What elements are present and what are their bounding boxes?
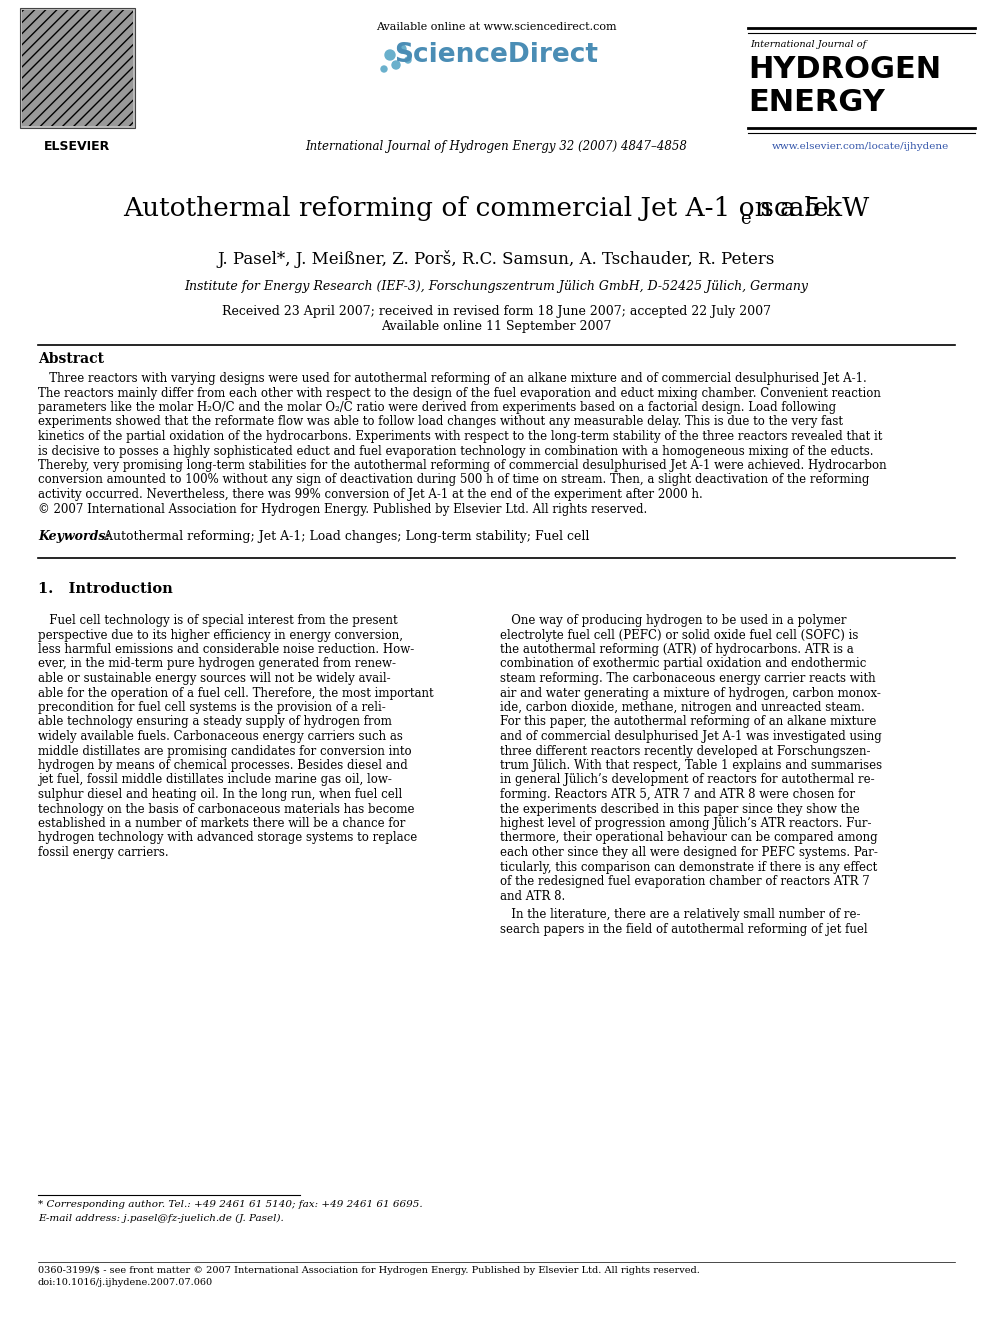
Text: middle distillates are promising candidates for conversion into: middle distillates are promising candida…	[38, 745, 412, 758]
Text: technology on the basis of carbonaceous materials has become: technology on the basis of carbonaceous …	[38, 803, 415, 815]
Text: Available online 11 September 2007: Available online 11 September 2007	[381, 320, 611, 333]
Text: forming. Reactors ATR 5, ATR 7 and ATR 8 were chosen for: forming. Reactors ATR 5, ATR 7 and ATR 8…	[500, 789, 855, 800]
Circle shape	[405, 57, 411, 64]
FancyBboxPatch shape	[22, 11, 133, 126]
Text: highest level of progression among Jülich’s ATR reactors. Fur-: highest level of progression among Jülic…	[500, 818, 872, 830]
Text: each other since they all were designed for PEFC systems. Par-: each other since they all were designed …	[500, 845, 878, 859]
Text: ever, in the mid-term pure hydrogen generated from renew-: ever, in the mid-term pure hydrogen gene…	[38, 658, 396, 671]
Text: sulphur diesel and heating oil. In the long run, when fuel cell: sulphur diesel and heating oil. In the l…	[38, 789, 402, 800]
Text: and of commercial desulphurised Jet A-1 was investigated using: and of commercial desulphurised Jet A-1 …	[500, 730, 882, 744]
Text: Autothermal reforming; Jet A-1; Load changes; Long-term stability; Fuel cell: Autothermal reforming; Jet A-1; Load cha…	[100, 531, 589, 542]
Text: perspective due to its higher efficiency in energy conversion,: perspective due to its higher efficiency…	[38, 628, 403, 642]
Text: three different reactors recently developed at Forschungszen-: three different reactors recently develo…	[500, 745, 871, 758]
Text: 0360-3199/$ - see front matter © 2007 International Association for Hydrogen Ene: 0360-3199/$ - see front matter © 2007 In…	[38, 1266, 700, 1275]
Text: One way of producing hydrogen to be used in a polymer: One way of producing hydrogen to be used…	[500, 614, 846, 627]
Text: search papers in the field of autothermal reforming of jet fuel: search papers in the field of autotherma…	[500, 923, 868, 935]
Text: scale: scale	[752, 196, 828, 221]
Text: is decisive to posses a highly sophisticated educt and fuel evaporation technolo: is decisive to posses a highly sophistic…	[38, 445, 874, 458]
Text: electrolyte fuel cell (PEFC) or solid oxide fuel cell (SOFC) is: electrolyte fuel cell (PEFC) or solid ox…	[500, 628, 858, 642]
Text: E-mail address: j.pasel@fz-juelich.de (J. Pasel).: E-mail address: j.pasel@fz-juelich.de (J…	[38, 1215, 284, 1224]
Circle shape	[392, 61, 400, 69]
Text: Abstract: Abstract	[38, 352, 104, 366]
Text: trum Jülich. With that respect, Table 1 explains and summarises: trum Jülich. With that respect, Table 1 …	[500, 759, 882, 773]
Text: activity occurred. Nevertheless, there was 99% conversion of Jet A-1 at the end : activity occurred. Nevertheless, there w…	[38, 488, 702, 501]
Text: and ATR 8.: and ATR 8.	[500, 889, 565, 902]
Text: The reactors mainly differ from each other with respect to the design of the fue: The reactors mainly differ from each oth…	[38, 386, 881, 400]
Text: established in a number of markets there will be a chance for: established in a number of markets there…	[38, 818, 406, 830]
Text: For this paper, the autothermal reforming of an alkane mixture: For this paper, the autothermal reformin…	[500, 716, 876, 729]
Text: jet fuel, fossil middle distillates include marine gas oil, low-: jet fuel, fossil middle distillates incl…	[38, 774, 392, 786]
Text: In the literature, there are a relatively small number of re-: In the literature, there are a relativel…	[500, 909, 860, 921]
Text: ScienceDirect: ScienceDirect	[394, 42, 598, 67]
Text: 1.   Introduction: 1. Introduction	[38, 582, 173, 595]
Text: ide, carbon dioxide, methane, nitrogen and unreacted steam.: ide, carbon dioxide, methane, nitrogen a…	[500, 701, 865, 714]
Text: e: e	[740, 210, 751, 228]
Circle shape	[381, 66, 387, 71]
Text: able or sustainable energy sources will not be widely avail-: able or sustainable energy sources will …	[38, 672, 391, 685]
Text: Fuel cell technology is of special interest from the present: Fuel cell technology is of special inter…	[38, 614, 398, 627]
Text: less harmful emissions and considerable noise reduction. How-: less harmful emissions and considerable …	[38, 643, 415, 656]
Text: the experiments described in this paper since they show the: the experiments described in this paper …	[500, 803, 860, 815]
Text: Received 23 April 2007; received in revised form 18 June 2007; accepted 22 July : Received 23 April 2007; received in revi…	[221, 306, 771, 318]
Circle shape	[385, 50, 395, 60]
Text: ticularly, this comparison can demonstrate if there is any effect: ticularly, this comparison can demonstra…	[500, 860, 877, 873]
Text: the autothermal reforming (ATR) of hydrocarbons. ATR is a: the autothermal reforming (ATR) of hydro…	[500, 643, 854, 656]
Text: thermore, their operational behaviour can be compared among: thermore, their operational behaviour ca…	[500, 831, 878, 844]
Text: precondition for fuel cell systems is the provision of a reli-: precondition for fuel cell systems is th…	[38, 701, 386, 714]
Text: J. Pasel*, J. Meißner, Z. Porš, R.C. Samsun, A. Tschauder, R. Peters: J. Pasel*, J. Meißner, Z. Porš, R.C. Sam…	[217, 250, 775, 269]
Text: doi:10.1016/j.ijhydene.2007.07.060: doi:10.1016/j.ijhydene.2007.07.060	[38, 1278, 213, 1287]
Circle shape	[398, 45, 406, 53]
Text: Institute for Energy Research (IEF-3), Forschungszentrum Jülich GmbH, D-52425 Jü: Institute for Energy Research (IEF-3), F…	[184, 280, 808, 292]
Text: Keywords:: Keywords:	[38, 531, 110, 542]
Text: Available online at www.sciencedirect.com: Available online at www.sciencedirect.co…	[376, 22, 616, 32]
FancyBboxPatch shape	[20, 8, 135, 128]
Text: Three reactors with varying designs were used for autothermal reforming of an al: Three reactors with varying designs were…	[38, 372, 867, 385]
Text: International Journal of: International Journal of	[750, 40, 866, 49]
Text: widely available fuels. Carbonaceous energy carriers such as: widely available fuels. Carbonaceous ene…	[38, 730, 403, 744]
Text: Thereby, very promising long-term stabilities for the autothermal reforming of c: Thereby, very promising long-term stabil…	[38, 459, 887, 472]
Text: able for the operation of a fuel cell. Therefore, the most important: able for the operation of a fuel cell. T…	[38, 687, 434, 700]
Text: conversion amounted to 100% without any sign of deactivation during 500 h of tim: conversion amounted to 100% without any …	[38, 474, 869, 487]
Text: able technology ensuring a steady supply of hydrogen from: able technology ensuring a steady supply…	[38, 716, 392, 729]
Text: air and water generating a mixture of hydrogen, carbon monox-: air and water generating a mixture of hy…	[500, 687, 881, 700]
Text: kinetics of the partial oxidation of the hydrocarbons. Experiments with respect : kinetics of the partial oxidation of the…	[38, 430, 882, 443]
Text: ELSEVIER: ELSEVIER	[44, 140, 110, 153]
Text: of the redesigned fuel evaporation chamber of reactors ATR 7: of the redesigned fuel evaporation chamb…	[500, 875, 870, 888]
Text: in general Jülich’s development of reactors for autothermal re-: in general Jülich’s development of react…	[500, 774, 875, 786]
Text: International Journal of Hydrogen Energy 32 (2007) 4847–4858: International Journal of Hydrogen Energy…	[306, 140, 686, 153]
Text: HYDROGEN: HYDROGEN	[748, 56, 941, 83]
Text: www.elsevier.com/locate/ijhydene: www.elsevier.com/locate/ijhydene	[772, 142, 948, 151]
Text: © 2007 International Association for Hydrogen Energy. Published by Elsevier Ltd.: © 2007 International Association for Hyd…	[38, 503, 647, 516]
Text: Autothermal reforming of commercial Jet A-1 on a 5 kW: Autothermal reforming of commercial Jet …	[123, 196, 869, 221]
Text: fossil energy carriers.: fossil energy carriers.	[38, 845, 169, 859]
Text: * Corresponding author. Tel.: +49 2461 61 5140; fax: +49 2461 61 6695.: * Corresponding author. Tel.: +49 2461 6…	[38, 1200, 423, 1209]
Text: hydrogen technology with advanced storage systems to replace: hydrogen technology with advanced storag…	[38, 831, 418, 844]
Text: hydrogen by means of chemical processes. Besides diesel and: hydrogen by means of chemical processes.…	[38, 759, 408, 773]
Text: ENERGY: ENERGY	[748, 89, 885, 116]
Text: steam reforming. The carbonaceous energy carrier reacts with: steam reforming. The carbonaceous energy…	[500, 672, 876, 685]
Text: experiments showed that the reformate flow was able to follow load changes witho: experiments showed that the reformate fl…	[38, 415, 843, 429]
Text: combination of exothermic partial oxidation and endothermic: combination of exothermic partial oxidat…	[500, 658, 866, 671]
Text: parameters like the molar H₂O/C and the molar O₂/C ratio were derived from exper: parameters like the molar H₂O/C and the …	[38, 401, 836, 414]
